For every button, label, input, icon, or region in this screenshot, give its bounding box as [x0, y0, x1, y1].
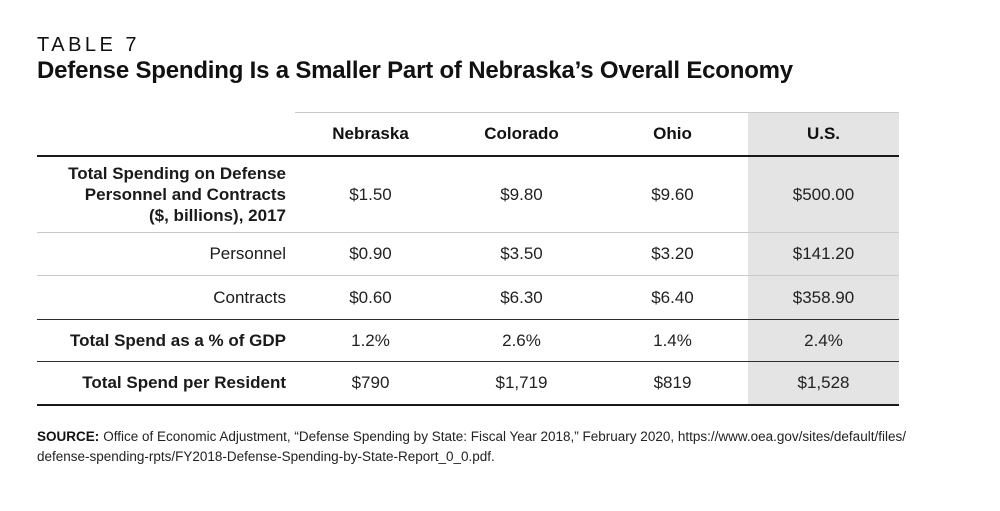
cell-value: $141.20	[748, 233, 899, 275]
cell-value: $790	[351, 373, 390, 392]
cell-value: $6.40	[651, 287, 694, 307]
cell-value: $1,528	[748, 362, 899, 404]
header-empty-cell	[37, 112, 295, 155]
cell-value: $1,719	[495, 373, 548, 392]
cell-value: 2.4%	[748, 320, 899, 361]
table-number-label: TABLE 7	[37, 34, 141, 56]
source-note: SOURCE: Office of Economic Adjustment, “D…	[37, 427, 942, 467]
cell-value: $6.30	[500, 287, 543, 307]
cell-value: $500.00	[748, 157, 899, 232]
cell-value: $819	[653, 373, 692, 392]
column-header-ohio: Ohio	[597, 112, 748, 155]
table-row-contracts: Contracts $0.60 $6.30 $6.40 $358.90	[37, 276, 899, 320]
cell-value: $0.60	[349, 287, 392, 307]
row-label-line: Personnel and Contracts	[84, 185, 286, 204]
cell-value: 1.4%	[653, 330, 692, 350]
table-row-personnel: Personnel $0.90 $3.50 $3.20 $141.20	[37, 233, 899, 276]
table-row-pct-gdp: Total Spend as a % of GDP 1.2% 2.6% 1.4%…	[37, 320, 899, 362]
cell-value: $3.20	[651, 244, 694, 263]
header-row: Nebraska Colorado Ohio U.S.	[37, 112, 899, 157]
row-label-line: Total Spending on Defense	[68, 164, 286, 183]
column-header-colorado: Colorado	[446, 112, 597, 155]
row-label: Contracts	[213, 287, 286, 307]
source-text-line1: Office of Economic Adjustment, “Defense …	[103, 429, 906, 444]
source-label: SOURCE:	[37, 429, 100, 444]
table-row-per-resident: Total Spend per Resident $790 $1,719 $81…	[37, 362, 899, 406]
cell-value: $358.90	[748, 276, 899, 319]
cell-value: $1.50	[349, 184, 392, 204]
row-label: Total Spend per Resident	[82, 373, 286, 392]
cell-value: $3.50	[500, 244, 543, 263]
column-header-nebraska: Nebraska	[295, 112, 446, 155]
row-label: Total Spend as a % of GDP	[70, 330, 286, 350]
source-text-line2: defense-spending-rpts/FY2018-Defense-Spe…	[37, 449, 495, 464]
column-header-us: U.S.	[748, 112, 899, 155]
cell-value: $0.90	[349, 244, 392, 263]
row-label: Personnel	[209, 244, 286, 263]
figure-title: Defense Spending Is a Smaller Part of Ne…	[37, 57, 793, 84]
cell-value: 2.6%	[502, 330, 541, 350]
data-table: Nebraska Colorado Ohio U.S. Total Spendi…	[37, 112, 899, 406]
row-label: Total Spending on Defense Personnel and …	[37, 157, 295, 232]
report-figure: TABLE 7 Defense Spending Is a Smaller Pa…	[37, 0, 963, 467]
row-label-line: ($, billions), 2017	[149, 206, 286, 225]
cell-value: $9.60	[651, 184, 694, 204]
cell-value: $9.80	[500, 184, 543, 204]
cell-value: 1.2%	[351, 330, 390, 350]
table-row-total-spending: Total Spending on Defense Personnel and …	[37, 157, 899, 233]
